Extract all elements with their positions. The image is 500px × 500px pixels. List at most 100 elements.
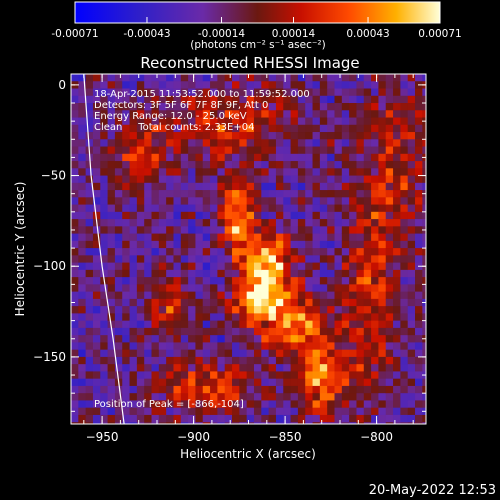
heatmap-cell <box>393 255 401 264</box>
heatmap-cell <box>356 371 365 380</box>
heatmap-cell <box>407 161 416 169</box>
heatmap-cell <box>144 74 152 82</box>
heatmap-cell <box>239 95 248 104</box>
heatmap-cell <box>378 262 387 271</box>
heatmap-cell <box>341 117 350 126</box>
heatmap-cell <box>232 95 240 104</box>
heatmap-cell <box>297 313 306 322</box>
heatmap-cell <box>363 414 372 423</box>
heatmap-cell <box>400 313 409 322</box>
heatmap-cell <box>224 298 233 307</box>
heatmap-cell <box>319 168 328 176</box>
heatmap-cell <box>341 110 350 118</box>
heatmap-cell <box>327 306 335 314</box>
heatmap-cell <box>246 211 255 220</box>
heatmap-cell <box>173 306 182 314</box>
heatmap-cell <box>158 204 167 213</box>
heatmap-cell <box>415 182 423 191</box>
heatmap-cell <box>312 248 321 256</box>
heatmap-cell <box>129 153 138 162</box>
heatmap-cell <box>122 132 130 140</box>
heatmap-cell <box>253 74 262 82</box>
heatmap-cell <box>217 204 226 213</box>
heatmap-cell <box>349 277 357 285</box>
heatmap-cell <box>378 124 387 133</box>
heatmap-cell <box>158 211 167 220</box>
heatmap-cell <box>415 320 423 329</box>
heatmap-cell <box>85 139 94 147</box>
heatmap-cell <box>407 400 416 409</box>
heatmap-cell <box>188 103 196 111</box>
heatmap-cell <box>202 248 211 256</box>
heatmap-cell <box>100 291 108 300</box>
heatmap-cell <box>166 371 174 380</box>
heatmap-cell <box>393 248 401 256</box>
heatmap-cell <box>100 110 108 118</box>
heatmap-cell <box>334 95 343 104</box>
heatmap-cell <box>239 262 248 271</box>
heatmap-cell <box>393 81 401 89</box>
heatmap-cell <box>188 393 196 401</box>
heatmap-cell <box>114 182 123 191</box>
heatmap-cell <box>195 211 204 220</box>
heatmap-cell <box>173 284 182 293</box>
heatmap-cell <box>341 298 350 307</box>
peak-position-label: Position of Peak = [-866,-104] <box>94 399 244 410</box>
heatmap-cell <box>275 88 284 97</box>
heatmap-cell <box>78 356 87 365</box>
heatmap-cell <box>224 74 233 82</box>
heatmap-cell <box>253 226 262 234</box>
y-tick-label: −50 <box>41 169 66 183</box>
heatmap-cell <box>151 364 160 372</box>
heatmap-cell <box>371 190 379 198</box>
heatmap-cell <box>114 356 123 365</box>
heatmap-cell <box>129 356 138 365</box>
x-tick-label: −900 <box>177 430 210 444</box>
heatmap-cell <box>275 277 284 285</box>
heatmap-cell <box>407 277 416 285</box>
heatmap-cell <box>144 277 152 285</box>
heatmap-cell <box>114 226 123 234</box>
heatmap-cell <box>334 197 343 205</box>
heatmap-cell <box>188 422 196 424</box>
heatmap-cell <box>151 356 160 365</box>
heatmap-cell <box>415 175 423 184</box>
heatmap-cell <box>312 161 321 169</box>
heatmap-cell <box>246 161 255 169</box>
heatmap-cell <box>217 284 226 293</box>
heatmap-cell <box>122 175 130 184</box>
heatmap-cell <box>327 393 335 401</box>
heatmap-cell <box>202 219 211 227</box>
heatmap-cell <box>334 153 343 162</box>
heatmap-cell <box>253 248 262 256</box>
heatmap-cell <box>305 88 313 97</box>
heatmap-cell <box>334 327 343 336</box>
heatmap-cell <box>122 95 130 104</box>
heatmap-cell <box>407 95 416 104</box>
heatmap-cell <box>173 139 182 147</box>
heatmap-cell <box>158 153 167 162</box>
heatmap-cell <box>312 95 321 104</box>
heatmap-cell <box>195 393 204 401</box>
heatmap-cell <box>393 422 401 424</box>
heatmap-cell <box>92 378 101 387</box>
heatmap-cell <box>173 400 182 409</box>
heatmap-cell <box>239 393 248 401</box>
heatmap-cell <box>232 81 240 89</box>
heatmap-cell <box>85 313 94 322</box>
heatmap-cell <box>246 335 255 343</box>
heatmap-cell <box>327 327 335 336</box>
heatmap-cell <box>136 277 145 285</box>
heatmap-cell <box>319 284 328 293</box>
heatmap-cell <box>232 407 240 416</box>
solar-limb-line <box>83 74 125 424</box>
heatmap-cell <box>129 298 138 307</box>
heatmap-cell <box>283 422 291 424</box>
heatmap-cell <box>283 240 291 249</box>
heatmap-cell <box>217 356 226 365</box>
heatmap-cell <box>261 168 270 176</box>
heatmap-cell <box>334 298 343 307</box>
heatmap-cell <box>261 385 270 394</box>
heatmap-cell <box>290 378 299 387</box>
heatmap-cell <box>290 356 299 365</box>
